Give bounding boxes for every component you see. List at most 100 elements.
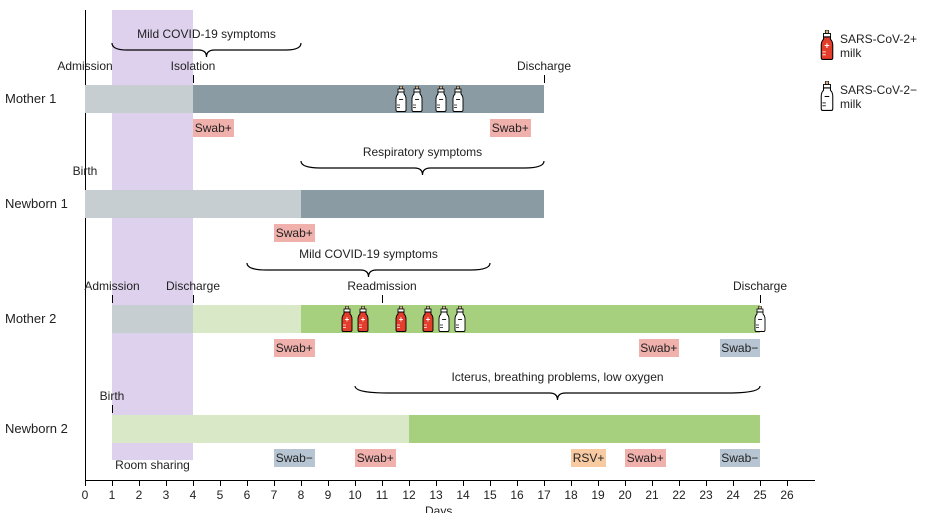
x-axis-label: Days <box>425 504 452 513</box>
brace-label: Icterus, breathing problems, low oxygen <box>451 370 663 384</box>
event-label: Isolation <box>171 59 216 73</box>
swab-badge: Swab+ <box>274 339 315 357</box>
x-tick <box>733 480 734 486</box>
svg-text:−: − <box>415 95 420 104</box>
x-tick <box>220 480 221 486</box>
event-tick <box>760 295 761 303</box>
x-tick-label: 7 <box>271 488 278 502</box>
bottle-negative-icon: − <box>454 306 466 332</box>
brace-label: Mild COVID-19 symptoms <box>299 247 438 261</box>
svg-text:+: + <box>399 315 404 324</box>
x-tick-label: 4 <box>190 488 197 502</box>
event-tick <box>85 75 86 83</box>
x-tick <box>139 480 140 486</box>
x-tick-label: 19 <box>591 488 604 502</box>
swab-badge: Swab− <box>720 339 761 357</box>
svg-text:+: + <box>824 40 830 50</box>
event-tick <box>85 180 86 188</box>
row-label: Newborn 1 <box>5 196 80 211</box>
x-tick <box>85 480 86 486</box>
event-label: Discharge <box>166 279 220 293</box>
x-tick-label: 20 <box>618 488 631 502</box>
legend: + SARS-CoV-2+ milk − SARS-CoV-2− milk <box>820 30 935 132</box>
x-tick-label: 2 <box>136 488 143 502</box>
event-tick <box>193 295 194 303</box>
x-tick <box>355 480 356 486</box>
x-tick <box>274 480 275 486</box>
x-tick-label: 18 <box>564 488 577 502</box>
x-tick <box>193 480 194 486</box>
row-label: Mother 2 <box>5 311 80 326</box>
timeline-bar <box>85 190 301 218</box>
bottle-negative-icon: − <box>411 86 423 112</box>
row-label: Mother 1 <box>5 91 80 106</box>
swab-badge: Swab− <box>720 449 761 467</box>
bottle-positive-icon: + <box>341 306 353 332</box>
x-tick <box>301 480 302 486</box>
x-tick <box>625 480 626 486</box>
bottle-positive-icon: + <box>357 306 369 332</box>
event-label: Admission <box>57 59 112 73</box>
x-tick-label: 5 <box>217 488 224 502</box>
x-tick <box>787 480 788 486</box>
x-tick <box>112 480 113 486</box>
x-tick-label: 0 <box>82 488 89 502</box>
brace-label: Mild COVID-19 symptoms <box>137 27 276 41</box>
bottle-positive-icon: + <box>395 306 407 332</box>
bottle-negative-icon: − <box>438 306 450 332</box>
x-tick <box>436 480 437 486</box>
swab-badge: Swab+ <box>625 449 666 467</box>
x-tick-label: 11 <box>376 488 388 502</box>
x-tick <box>517 480 518 486</box>
x-tick <box>328 480 329 486</box>
swab-badge: Swab− <box>274 449 315 467</box>
svg-text:+: + <box>345 315 350 324</box>
x-tick-label: 15 <box>483 488 496 502</box>
x-tick-label: 26 <box>780 488 793 502</box>
swab-badge: Swab+ <box>193 119 234 137</box>
x-tick-label: 3 <box>163 488 170 502</box>
bottle-positive-icon: + <box>820 30 834 63</box>
timeline-bar <box>112 305 193 333</box>
x-tick <box>463 480 464 486</box>
svg-text:−: − <box>439 95 444 104</box>
event-label: Discharge <box>517 59 571 73</box>
svg-text:−: − <box>758 315 763 324</box>
x-tick-label: 24 <box>726 488 739 502</box>
svg-text:−: − <box>455 95 460 104</box>
x-tick-label: 1 <box>109 488 116 502</box>
x-tick <box>706 480 707 486</box>
svg-text:−: − <box>442 315 447 324</box>
event-label: Admission <box>84 279 139 293</box>
row-label: Newborn 2 <box>5 421 80 436</box>
bottle-negative-icon: − <box>820 81 834 114</box>
svg-text:−: − <box>458 315 463 324</box>
x-tick-label: 22 <box>672 488 685 502</box>
x-tick-label: 17 <box>537 488 550 502</box>
x-tick <box>598 480 599 486</box>
x-tick-label: 6 <box>244 488 251 502</box>
bottle-negative-icon: − <box>435 86 447 112</box>
bottle-negative-icon: − <box>395 86 407 112</box>
x-tick-label: 9 <box>325 488 332 502</box>
timeline-bar <box>193 305 301 333</box>
legend-item: − SARS-CoV-2− milk <box>820 81 935 114</box>
x-tick-label: 21 <box>645 488 658 502</box>
legend-item: + SARS-CoV-2+ milk <box>820 30 935 63</box>
x-tick-label: 10 <box>348 488 361 502</box>
bottle-negative-icon: − <box>754 306 766 332</box>
bottle-negative-icon: − <box>452 86 464 112</box>
x-tick-label: 14 <box>456 488 469 502</box>
x-tick <box>679 480 680 486</box>
timeline-bar <box>193 85 544 113</box>
plot-area: Mother 1AdmissionIsolationDischarge Mild… <box>85 10 855 490</box>
svg-text:−: − <box>824 91 829 101</box>
legend-label: SARS-CoV-2+ milk <box>840 33 935 59</box>
x-tick-label: 25 <box>753 488 766 502</box>
x-tick <box>382 480 383 486</box>
event-tick <box>382 295 383 303</box>
x-tick-label: 23 <box>699 488 712 502</box>
x-tick <box>247 480 248 486</box>
swab-badge: Swab+ <box>355 449 396 467</box>
swab-badge: Swab+ <box>490 119 531 137</box>
